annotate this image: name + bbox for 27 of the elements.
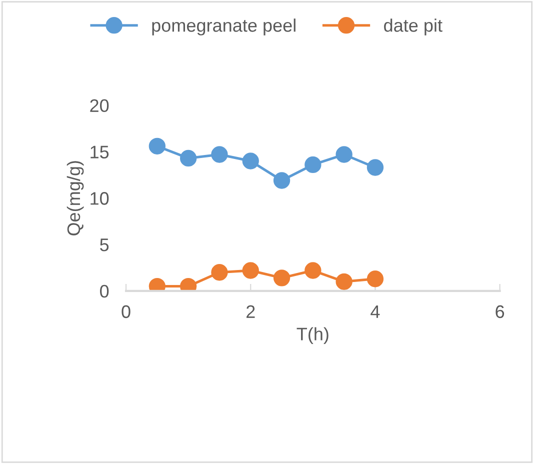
point bbox=[336, 273, 352, 290]
y-tick-label: 0 bbox=[100, 284, 109, 298]
x-tick-label: 0 bbox=[122, 305, 130, 318]
legend-label: pomegranate peel bbox=[152, 18, 296, 36]
legend-label: date pit bbox=[384, 18, 442, 36]
x-tick-label: 6 bbox=[496, 305, 504, 318]
point bbox=[366, 159, 384, 176]
x-axis-title: T(h) bbox=[296, 327, 328, 344]
y-axis-title: Qe(mg/g) bbox=[66, 161, 84, 236]
point bbox=[242, 152, 259, 170]
point bbox=[336, 146, 352, 163]
y-tick-label: 10 bbox=[90, 192, 109, 205]
point bbox=[242, 262, 259, 279]
point bbox=[211, 264, 228, 281]
point bbox=[304, 262, 322, 279]
point bbox=[273, 270, 290, 286]
x-tick-label: 4 bbox=[370, 305, 380, 318]
y-tick-label: 5 bbox=[100, 238, 109, 252]
point bbox=[273, 172, 290, 189]
y-tick-label: 20 bbox=[90, 99, 109, 112]
point bbox=[180, 150, 197, 167]
point bbox=[211, 146, 228, 163]
point bbox=[148, 138, 166, 154]
y-tick-label: 15 bbox=[90, 146, 109, 158]
x-tick-label: 2 bbox=[246, 305, 255, 318]
point bbox=[366, 270, 384, 288]
point bbox=[304, 156, 322, 174]
